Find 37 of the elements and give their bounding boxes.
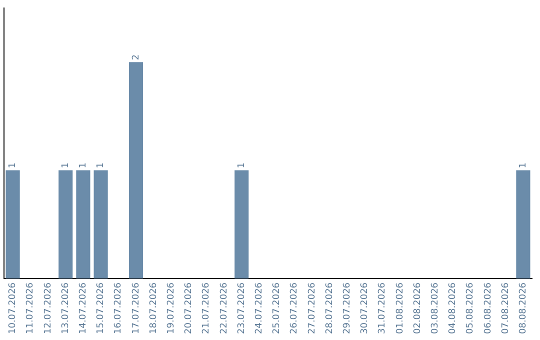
- x-tick-label: 19.07.2026: [166, 282, 177, 334]
- x-tick-label: 22.07.2026: [219, 282, 230, 334]
- x-tick-label: 12.07.2026: [43, 282, 54, 334]
- data-label: 1: [96, 162, 106, 168]
- data-label: 1: [236, 162, 247, 168]
- x-tick-label: 17.07.2026: [131, 282, 142, 334]
- x-tick-label: 16.07.2026: [114, 282, 124, 334]
- x-tick-label: 01.08.2026: [395, 282, 406, 334]
- x-tick-label: 18.07.2026: [148, 282, 159, 334]
- x-tick-label: 10.07.2026: [8, 282, 18, 334]
- x-tick-label: 08.08.2026: [518, 282, 529, 334]
- x-tick-label: 25.07.2026: [272, 282, 282, 334]
- x-tick-label: 15.07.2026: [96, 282, 106, 334]
- data-label: 2: [131, 54, 142, 60]
- x-tick-label: 28.07.2026: [324, 282, 335, 334]
- data-label: 1: [8, 162, 18, 168]
- x-tick-label: 06.08.2026: [483, 282, 494, 334]
- x-tick-label: 20.07.2026: [184, 282, 194, 334]
- x-tick-label: 07.08.2026: [500, 282, 511, 334]
- x-tick-label: 05.08.2026: [466, 282, 476, 334]
- x-tick-label: 02.08.2026: [412, 282, 423, 334]
- x-tick-label: 31.07.2026: [378, 282, 388, 334]
- x-tick-label: 27.07.2026: [307, 282, 318, 334]
- x-tick-label: 30.07.2026: [360, 282, 370, 334]
- x-tick-label: 23.07.2026: [236, 282, 247, 334]
- x-tick-label: 24.07.2026: [254, 282, 265, 334]
- data-label: 1: [518, 162, 529, 168]
- x-tick-label: 03.08.2026: [430, 282, 441, 334]
- x-tick-label: 04.08.2026: [448, 282, 458, 334]
- x-tick-label: 11.07.2026: [26, 282, 36, 334]
- x-tick-label: 21.07.2026: [202, 282, 212, 334]
- data-label: 1: [78, 162, 89, 168]
- data-label: 1: [60, 162, 71, 168]
- x-tick-label: 29.07.2026: [342, 282, 353, 334]
- x-tick-label: 14.07.2026: [78, 282, 89, 334]
- x-tick-label: 13.07.2026: [60, 282, 71, 334]
- x-tick-label: 26.07.2026: [290, 282, 300, 334]
